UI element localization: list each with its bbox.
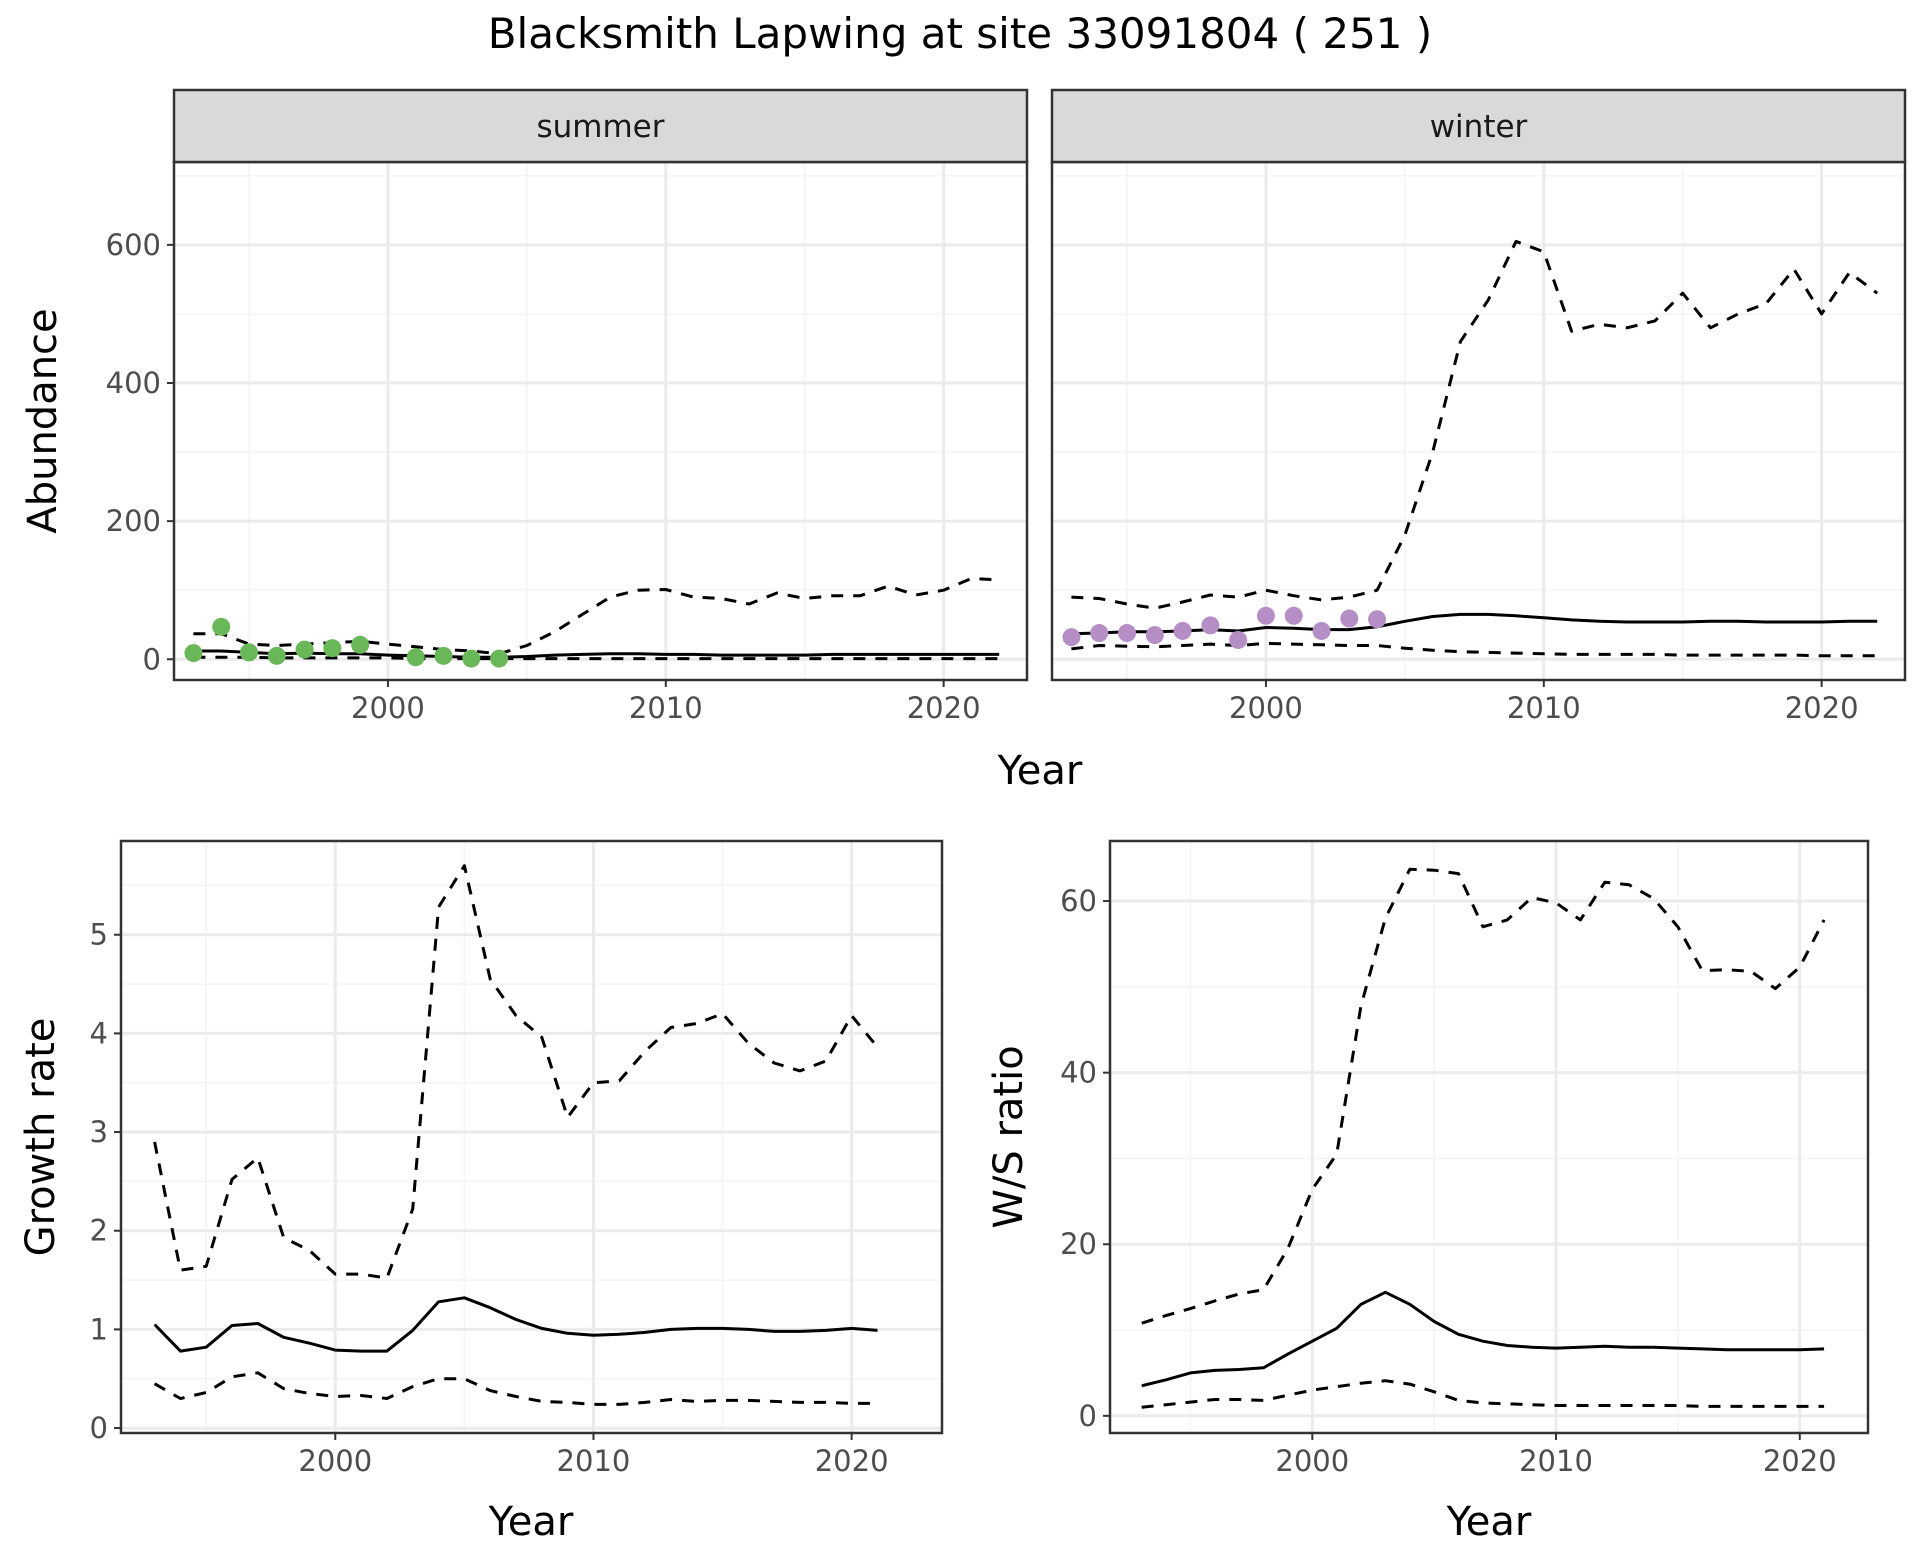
ratio-y-axis-title: W/S ratio	[986, 1045, 1032, 1228]
abundance-summer-data-point	[212, 617, 231, 636]
abundance-summer-y-tick-label: 0	[143, 642, 161, 676]
growth-y-tick-label: 4	[90, 1016, 108, 1050]
ratio-panel-border	[1108, 839, 1870, 1435]
abundance-summer-data-point	[240, 643, 259, 662]
abundance-summer-data-point	[267, 646, 286, 665]
growth-grid	[121, 841, 942, 1433]
abundance-summer-y-tick-label: 400	[106, 366, 161, 400]
growth-y-tick-label: 5	[90, 918, 108, 952]
abundance-summer-data-point	[184, 644, 203, 663]
abundance-winter-x-tick-label: 2010	[1507, 691, 1581, 725]
growth-panel-background	[121, 841, 942, 1433]
growth-y-axis-title: Growth rate	[18, 1018, 64, 1257]
abundance-winter-data-point	[1145, 626, 1164, 645]
abundance-winter-x-tick-label: 2020	[1785, 691, 1859, 725]
abundance-summer-lower-line	[193, 655, 1000, 661]
abundance-summer-data-point	[490, 649, 509, 668]
abundance-summer-x-tick-label: 2000	[351, 691, 425, 725]
abundance-winter-data-point	[1090, 624, 1109, 643]
abundance-winter-points	[1062, 606, 1387, 649]
ratio-panel-background	[1110, 841, 1868, 1433]
abundance-winter-data-point	[1173, 621, 1192, 640]
growth-y-tick-label: 0	[90, 1411, 108, 1445]
abundance-summer-y-tick-label: 200	[106, 504, 161, 538]
abundance-summer-data-point	[351, 635, 370, 654]
abundance-winter-grid	[1052, 162, 1905, 680]
abundance-summer-points	[184, 617, 509, 668]
growth-panel-border	[119, 839, 944, 1435]
ratio-x-axis-title: Year	[1446, 1499, 1532, 1545]
growth-upper-line	[153, 864, 879, 1280]
abundance-summer-data-point	[295, 640, 314, 659]
abundance-summer-panel-background	[174, 162, 1027, 680]
growth-x-tick-label: 2020	[815, 1444, 889, 1478]
growth-y-tick-label: 3	[90, 1115, 108, 1149]
growth-y-tick-label: 2	[90, 1214, 108, 1248]
abundance-winter-data-point	[1312, 621, 1331, 640]
abundance-summer-data-point	[434, 646, 453, 665]
abundance-summer-strip	[172, 88, 1029, 164]
abundance-summer-data-point	[323, 639, 342, 658]
abundance-summer-y-tick-label: 600	[106, 228, 161, 262]
growth-x-tick-label: 2000	[298, 1444, 372, 1478]
abundance-summer-x-tick-label: 2010	[629, 691, 703, 725]
ratio-lower-line	[1141, 1379, 1825, 1409]
growth-lower-line	[153, 1371, 878, 1406]
abundance-winter-x-tick-label: 2000	[1229, 691, 1303, 725]
growth-x-axis-title: Year	[488, 1499, 574, 1545]
abundance-winter-data-point	[1284, 606, 1303, 625]
abundance-summer-data-point	[406, 648, 425, 667]
ratio-x-tick-label: 2010	[1519, 1444, 1593, 1478]
ratio-x-tick-label: 2020	[1763, 1444, 1837, 1478]
growth-y-tick-label: 1	[90, 1312, 108, 1346]
abundance-winter-panel-background	[1052, 162, 1905, 680]
ratio-upper-line	[1141, 867, 1826, 1325]
ratio-y-tick-label: 0	[1079, 1399, 1097, 1433]
ratio-y-tick-label: 40	[1060, 1056, 1097, 1090]
abundance-summer-x-tick-label: 2020	[907, 691, 981, 725]
abundance-x-axis-title: Year	[997, 748, 1083, 794]
growth-estimate-line	[153, 1296, 878, 1353]
abundance-winter-strip	[1050, 88, 1907, 164]
chart-title: Blacksmith Lapwing at site 33091804 ( 25…	[488, 9, 1433, 58]
ratio-x-tick-label: 2000	[1275, 1444, 1349, 1478]
ratio-grid	[1110, 841, 1868, 1433]
abundance-winter-strip-label: winter	[1430, 109, 1528, 145]
abundance-summer-strip-label: summer	[536, 109, 664, 145]
abundance-summer-data-point	[462, 649, 481, 668]
abundance-winter-data-point	[1229, 630, 1248, 649]
abundance-winter-upper-line	[1071, 239, 1879, 610]
abundance-winter-data-point	[1368, 610, 1387, 629]
abundance-winter-data-point	[1201, 616, 1220, 635]
ratio-estimate-line	[1141, 1290, 1825, 1388]
growth-x-tick-label: 2010	[557, 1444, 631, 1478]
abundance-winter-lower-line	[1071, 641, 1878, 658]
ratio-y-tick-label: 20	[1060, 1227, 1097, 1261]
abundance-winter-data-point	[1062, 628, 1081, 647]
ratio-y-tick-label: 60	[1060, 884, 1097, 918]
abundance-y-axis-title: Abundance	[20, 308, 66, 533]
abundance-winter-data-point	[1256, 606, 1275, 625]
abundance-winter-data-point	[1118, 624, 1137, 643]
abundance-winter-data-point	[1340, 609, 1359, 628]
